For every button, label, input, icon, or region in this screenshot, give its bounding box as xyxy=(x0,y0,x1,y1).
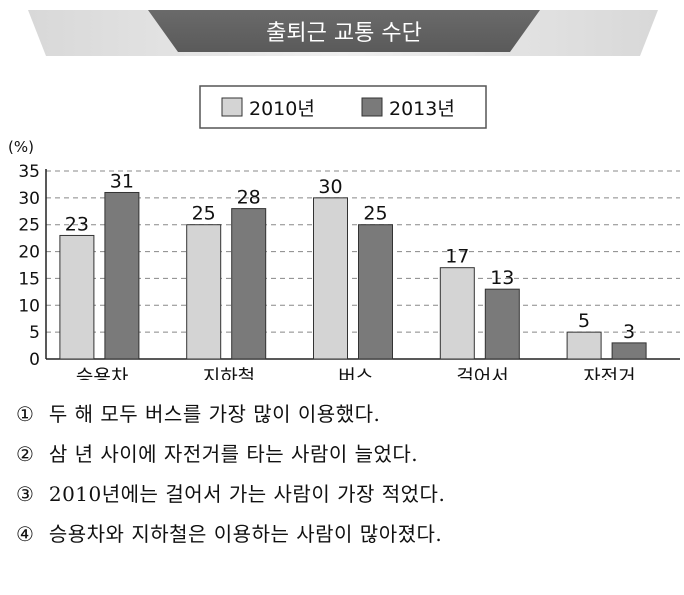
bar-value-label: 25 xyxy=(192,203,216,225)
bar xyxy=(484,288,520,360)
bar-value-label: 5 xyxy=(578,310,590,332)
option-number: ② xyxy=(16,442,35,466)
bar xyxy=(439,267,475,360)
bar xyxy=(231,208,267,360)
bar xyxy=(358,224,393,360)
bar-value-label: 13 xyxy=(490,267,514,289)
x-tick-label: 지하철 xyxy=(203,366,255,380)
y-tick-label: 10 xyxy=(18,296,40,316)
x-tick-label: 버스 xyxy=(338,366,373,380)
chart-title: 출퇴근 교통 수단 xyxy=(266,21,422,46)
legend-label: 2010년 xyxy=(249,98,315,120)
y-tick-label: 30 xyxy=(18,189,40,209)
option-text: 삼 년 사이에 자전거를 타는 사람이 늘었다. xyxy=(48,442,419,466)
bar-value-label: 25 xyxy=(363,203,387,225)
bar-value-label: 28 xyxy=(237,187,261,209)
option-text: 승용차와 지하철은 이용하는 사람이 많아졌다. xyxy=(48,522,443,546)
x-tick-label: 승용차 xyxy=(76,366,128,380)
legend-swatch xyxy=(221,97,243,117)
option-4[interactable]: ④ 승용차와 지하철은 이용하는 사람이 많아졌다. xyxy=(16,514,676,554)
y-tick-label: 5 xyxy=(29,323,40,343)
bar xyxy=(186,224,222,360)
bar-value-label: 17 xyxy=(445,246,469,268)
legend-label: 2013년 xyxy=(389,98,455,120)
option-3[interactable]: ③ 2010년에는 걸어서 가는 사람이 가장 적었다. xyxy=(16,474,676,514)
x-tick-label: 걸어서 xyxy=(456,366,508,380)
bar-value-label: 23 xyxy=(65,213,89,235)
y-tick-label: 0 xyxy=(29,350,40,370)
y-axis-label: (%) xyxy=(8,138,34,156)
y-tick-label: 35 xyxy=(18,162,40,182)
y-tick-label: 20 xyxy=(18,243,40,263)
chart-panel: 출퇴근 교통 수단 2010년 2013년 (%) 0 5 10 15 20 25 30 35 23 31… xyxy=(8,10,680,380)
legend-swatch xyxy=(361,97,383,117)
option-number: ③ xyxy=(16,482,35,506)
answer-options: ① 두 해 모두 버스를 가장 많이 이용했다. ② 삼 년 사이에 자전거를 … xyxy=(16,394,676,554)
bar xyxy=(104,191,140,360)
x-tick-label: 자전거 xyxy=(583,366,635,380)
bar xyxy=(313,197,348,360)
y-tick-label: 15 xyxy=(18,269,40,289)
option-1[interactable]: ① 두 해 모두 버스를 가장 많이 이용했다. xyxy=(16,394,676,434)
bar-value-label: 31 xyxy=(110,170,134,192)
option-text: 두 해 모두 버스를 가장 많이 이용했다. xyxy=(48,402,381,426)
option-2[interactable]: ② 삼 년 사이에 자전거를 타는 사람이 늘었다. xyxy=(16,434,676,474)
bar-value-label: 3 xyxy=(623,321,635,343)
y-tick-label: 25 xyxy=(18,216,40,236)
bar-value-label: 30 xyxy=(318,176,342,198)
bar xyxy=(59,234,95,360)
title-banner xyxy=(148,10,540,52)
option-number: ④ xyxy=(16,522,35,546)
legend-box xyxy=(199,85,487,129)
option-text: 2010년에는 걸어서 가는 사람이 가장 적었다. xyxy=(48,482,446,506)
bar xyxy=(611,342,647,360)
bar xyxy=(566,331,602,360)
option-number: ① xyxy=(16,402,35,426)
